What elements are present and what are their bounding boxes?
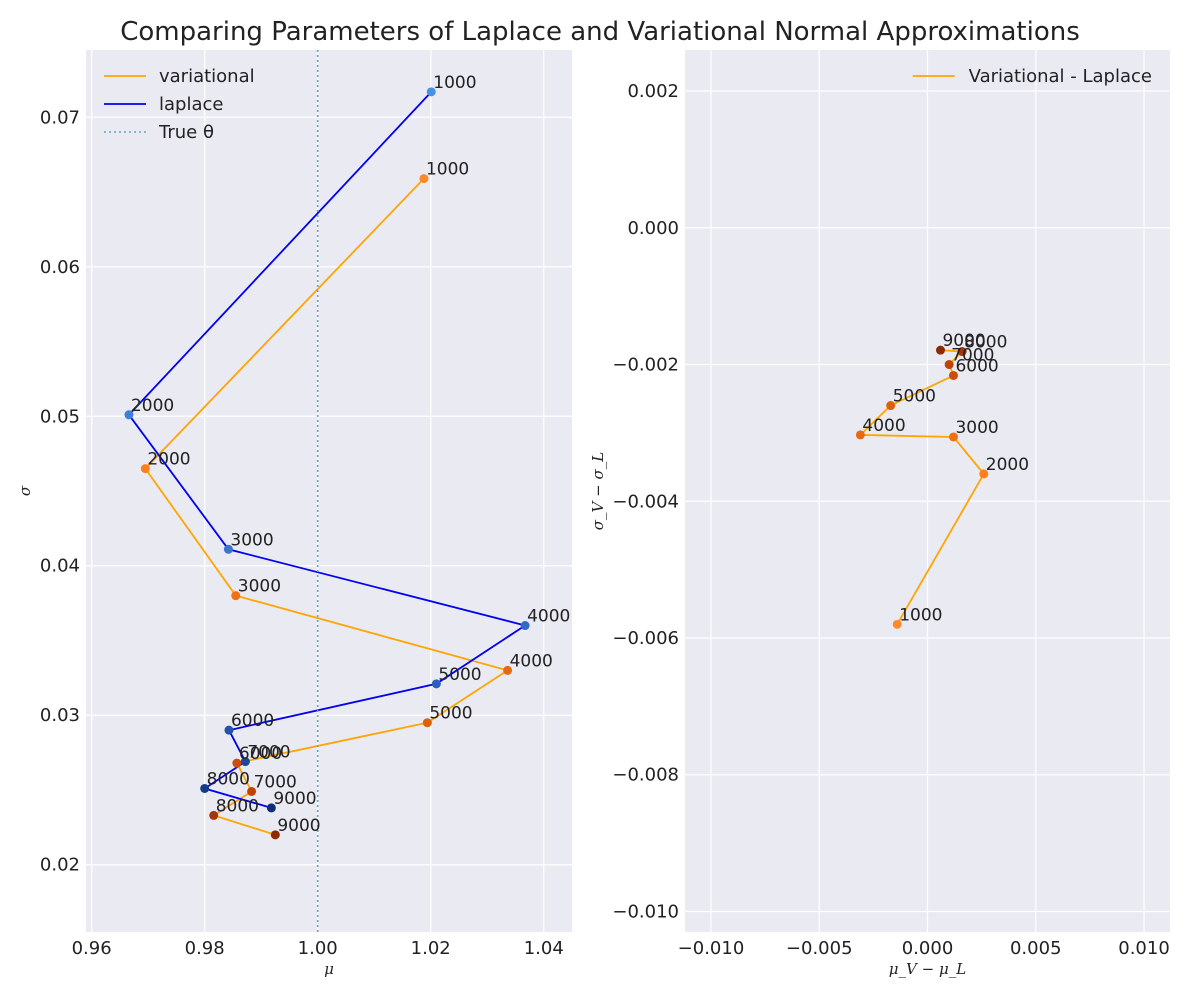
- y-tick-label: 0.02: [40, 855, 80, 876]
- x-tick-label: 1.04: [524, 938, 564, 959]
- x-tick-label: 0.000: [902, 938, 954, 959]
- point-label: 8000: [216, 796, 259, 816]
- point-label: 5000: [429, 704, 472, 724]
- legend-entry: laplace: [159, 94, 223, 115]
- y-axis-label: σ_V − σ_L: [589, 452, 607, 530]
- point-label: 6000: [955, 356, 998, 376]
- point-label: 2000: [147, 450, 190, 470]
- legend-entry: variational: [159, 66, 255, 87]
- y-tick-label: 0.000: [627, 218, 679, 239]
- y-tick-label: −0.004: [612, 491, 679, 512]
- y-axis-label: σ: [16, 485, 34, 496]
- point-label: 9000: [277, 816, 320, 836]
- data-point: [957, 347, 967, 357]
- point-label: 3000: [238, 577, 281, 597]
- data-point: [232, 758, 242, 768]
- point-label: 3000: [230, 530, 273, 550]
- data-point: [855, 430, 865, 440]
- legend-entry: Variational - Laplace: [969, 66, 1152, 87]
- point-label: 8000: [964, 333, 1007, 353]
- data-point: [124, 410, 134, 420]
- data-point: [223, 544, 233, 554]
- point-label: 7000: [247, 743, 290, 763]
- point-label: 2000: [131, 396, 174, 416]
- y-tick-label: 0.002: [627, 81, 679, 102]
- data-point: [426, 87, 436, 97]
- data-point: [209, 810, 219, 820]
- y-tick-label: 0.07: [40, 107, 80, 128]
- x-axis-label: μ_V − μ_L: [889, 960, 966, 978]
- point-label: 4000: [862, 416, 905, 436]
- x-tick-label: 0.005: [1010, 938, 1062, 959]
- x-tick-label: −0.010: [678, 938, 745, 959]
- point-label: 1000: [426, 160, 469, 180]
- data-point: [419, 174, 429, 184]
- point-label: 8000: [207, 769, 250, 789]
- data-point: [892, 619, 902, 629]
- y-tick-label: −0.002: [612, 355, 679, 376]
- data-point: [935, 345, 945, 355]
- data-point: [948, 432, 958, 442]
- point-label: 1000: [433, 73, 476, 93]
- point-label: 7000: [254, 772, 297, 792]
- data-point: [431, 679, 441, 689]
- point-label: 4000: [527, 607, 570, 627]
- figure-title: Comparing Parameters of Laplace and Vari…: [120, 17, 1080, 47]
- x-tick-label: 0.010: [1118, 938, 1170, 959]
- data-point: [224, 725, 234, 735]
- data-point: [231, 591, 241, 601]
- point-label: 7000: [951, 346, 994, 366]
- x-tick-label: −0.005: [786, 938, 853, 959]
- y-tick-label: 0.04: [40, 556, 80, 577]
- data-point: [422, 718, 432, 728]
- point-label: 3000: [955, 418, 998, 438]
- point-label: 1000: [899, 605, 942, 625]
- point-label: 6000: [231, 711, 274, 731]
- y-tick-label: 0.06: [40, 257, 80, 278]
- data-point: [948, 370, 958, 380]
- point-label: 4000: [510, 651, 553, 671]
- y-tick-label: 0.05: [40, 406, 80, 427]
- legend-entry: True θ: [158, 122, 214, 143]
- left-panel-mu-sigma: 0.96 0.98 1.00 1.02 1.04 0.02 0.03 0.04 0.05 0.06…: [16, 50, 572, 978]
- y-tick-label: −0.008: [612, 765, 679, 786]
- y-tick-label: −0.006: [612, 628, 679, 649]
- data-point: [520, 621, 530, 631]
- data-point: [247, 786, 257, 796]
- x-tick-label: 0.98: [185, 938, 225, 959]
- y-tick-label: −0.010: [612, 901, 679, 922]
- data-point: [266, 803, 276, 813]
- point-label: 9000: [942, 331, 985, 351]
- x-tick-label: 0.96: [72, 938, 112, 959]
- point-label: 5000: [893, 387, 936, 407]
- x-axis-label: μ: [324, 960, 334, 978]
- point-label: 9000: [273, 789, 316, 809]
- data-point: [944, 360, 954, 370]
- data-point: [886, 401, 896, 411]
- x-tick-label: 1.00: [298, 938, 338, 959]
- data-point: [503, 665, 513, 675]
- data-point: [200, 783, 210, 793]
- right-panel-differences: −0.010 −0.005 0.000 0.005 0.010 0.002 0.000 −0.…: [589, 50, 1170, 978]
- y-tick-label: 0.03: [40, 705, 80, 726]
- point-label: 5000: [438, 665, 481, 685]
- data-point: [140, 464, 150, 474]
- plot-background: [86, 50, 572, 932]
- data-point: [270, 830, 280, 840]
- data-point: [979, 469, 989, 479]
- point-label: 2000: [986, 455, 1029, 475]
- x-tick-label: 1.02: [411, 938, 451, 959]
- data-point: [240, 757, 250, 767]
- point-label: 6000: [239, 744, 282, 764]
